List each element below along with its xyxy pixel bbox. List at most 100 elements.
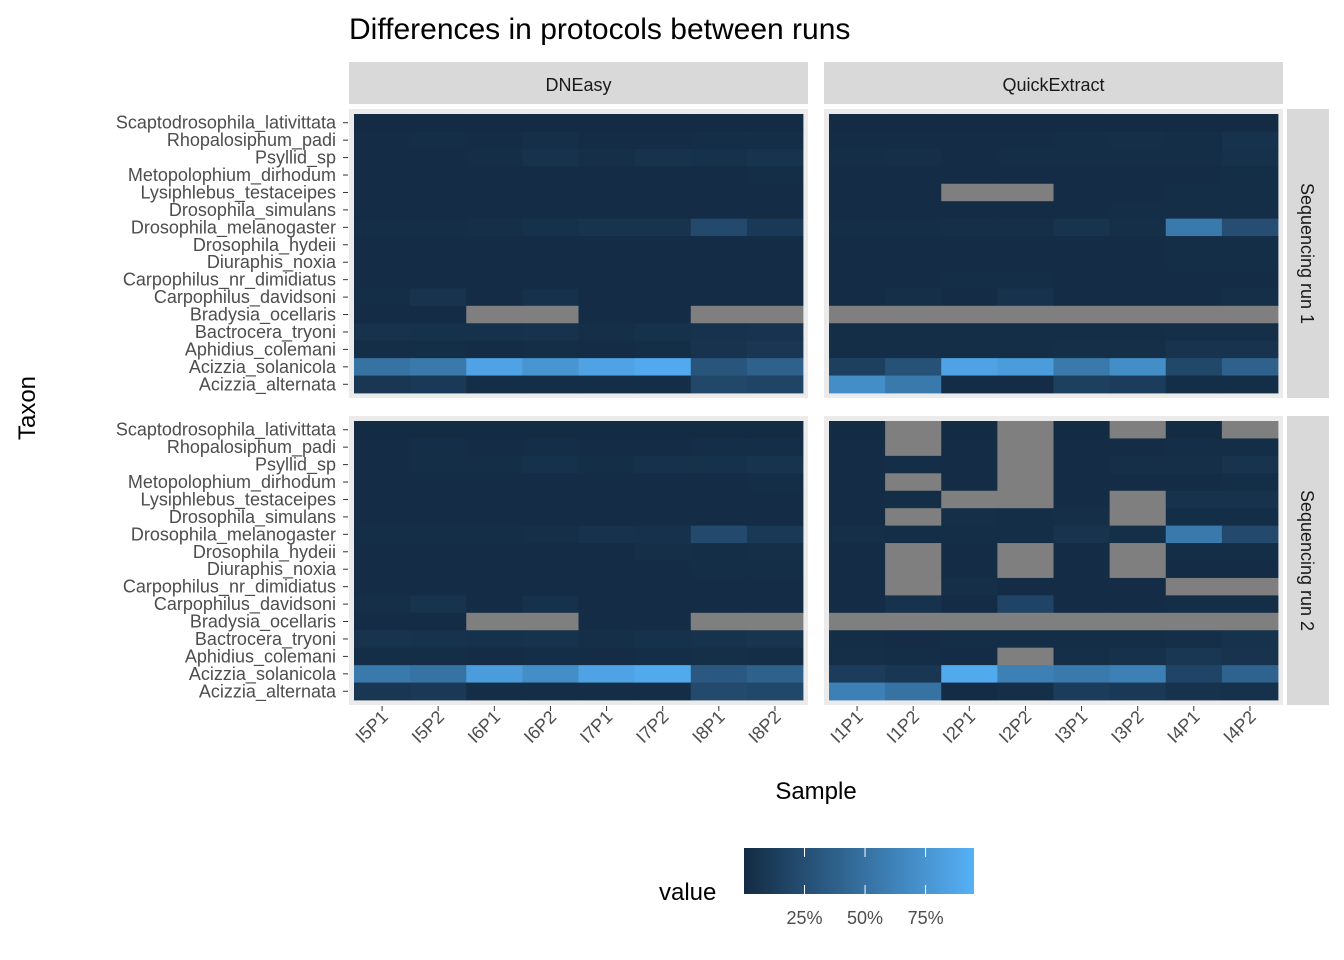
heatmap-cell [1053, 375, 1111, 394]
heatmap-cell [1109, 201, 1167, 220]
heatmap-cell [578, 236, 636, 254]
heatmap-cell [522, 508, 579, 527]
x-tick-label: I7P1 [576, 707, 616, 747]
y-tick-label: Acizzia_solanicola [189, 357, 337, 378]
heatmap-cell [746, 253, 804, 272]
heatmap-cell [1053, 455, 1111, 474]
heatmap-cell [1221, 438, 1279, 457]
heatmap-cell [829, 682, 886, 701]
heatmap-cell [829, 358, 886, 376]
heatmap-cell [1221, 455, 1279, 474]
heatmap-cell [634, 114, 692, 132]
heatmap-cell [354, 525, 411, 544]
heatmap-cell [1221, 630, 1279, 649]
heatmap-cell [1221, 201, 1279, 220]
heatmap-cell [1165, 131, 1223, 150]
heatmap-cell [746, 131, 804, 150]
heatmap-cell [829, 647, 886, 666]
heatmap-cell [1053, 253, 1111, 272]
heatmap-cell [997, 421, 1054, 439]
heatmap-cell [1109, 218, 1167, 237]
heatmap-cell [1053, 270, 1111, 289]
heatmap-cell [466, 421, 523, 439]
heatmap-cell [941, 438, 998, 457]
heatmap-cell [354, 253, 411, 272]
heatmap-cell [522, 595, 579, 614]
heatmap-cell [829, 114, 886, 132]
heatmap-cell [466, 218, 523, 237]
heatmap-cell [522, 131, 579, 150]
heatmap-cell [578, 201, 636, 220]
heatmap-cell [690, 148, 748, 167]
heatmap-cell [522, 218, 579, 237]
heatmap-cell [410, 577, 467, 596]
heatmap-cell [578, 253, 636, 272]
heatmap-cell [1109, 473, 1167, 492]
heatmap-cell [941, 270, 998, 289]
heatmap-cell [885, 236, 942, 254]
y-tick-label: Drosophila_hydeii [193, 542, 336, 563]
heatmap-cell [690, 577, 748, 596]
heatmap-cell [1109, 543, 1167, 561]
heatmap-cell [1221, 560, 1279, 579]
x-axis-dneasy: I5P1 I5P2 I6P1 I6P2 I7P1 I7P2 I8P1 I8P2 [352, 706, 785, 747]
heatmap-cell [885, 525, 942, 544]
heatmap-cell [1221, 375, 1279, 394]
heatmap-cell [634, 270, 692, 289]
heatmap-cell [410, 455, 467, 474]
heatmap-cell [634, 148, 692, 167]
heatmap-cell [1221, 595, 1279, 614]
facet-label-run-1: Sequencing run 1 [1297, 183, 1317, 324]
heatmap-cell [522, 682, 579, 701]
heatmap-cell [941, 166, 998, 185]
heatmap-cell [354, 183, 411, 202]
heatmap-cell [997, 682, 1054, 701]
heatmap-cell [885, 358, 942, 376]
heatmap-cell [466, 577, 523, 596]
heatmap-cell [1165, 305, 1223, 324]
heatmap-cell [1109, 508, 1167, 527]
y-tick-label: Drosophila_melanogaster [131, 524, 336, 545]
heatmap-cell [997, 236, 1054, 254]
heatmap-panel [824, 416, 1283, 705]
heatmap-cell [746, 595, 804, 614]
y-tick-label: Scaptodrosophila_lativittata [116, 420, 337, 441]
heatmap-cell [997, 323, 1054, 342]
x-tick-label: I3P2 [1107, 707, 1147, 747]
heatmap-cell [1165, 595, 1223, 614]
heatmap-cell [578, 323, 636, 342]
heatmap-cell [941, 630, 998, 649]
heatmap-cell [466, 166, 523, 185]
heatmap-cell [885, 114, 942, 132]
heatmap-cell [634, 595, 692, 614]
heatmap-cell [522, 438, 579, 457]
heatmap-cell [1221, 358, 1279, 376]
heatmap-cell [578, 375, 636, 394]
heatmap-cell [466, 253, 523, 272]
heatmap-cell [746, 148, 804, 167]
heatmap-cell [354, 647, 411, 666]
heatmap-cell [522, 358, 579, 376]
heatmap-cell [354, 305, 411, 324]
heatmap-cell [354, 270, 411, 289]
heatmap-cell [634, 508, 692, 527]
heatmap-cell [746, 375, 804, 394]
heatmap-cell [634, 438, 692, 457]
facet-strip-run-2 [1287, 416, 1329, 705]
y-tick-label: Metopolophium_dirhodum [128, 472, 336, 493]
heatmap-cell [1053, 218, 1111, 237]
heatmap-cell [634, 340, 692, 359]
heatmap-cell [746, 473, 804, 492]
heatmap-cell [746, 201, 804, 220]
heatmap-cell [829, 508, 886, 527]
heatmap-cell [410, 148, 467, 167]
heatmap-cell [746, 323, 804, 342]
heatmap-cell [578, 288, 636, 307]
heatmap-cell [578, 218, 636, 237]
heatmap-cell [466, 543, 523, 561]
x-tick-label: I7P2 [632, 707, 672, 747]
heatmap-cell [354, 288, 411, 307]
heatmap-cell [466, 236, 523, 254]
heatmap-cell [466, 630, 523, 649]
heatmap-cell [1221, 270, 1279, 289]
